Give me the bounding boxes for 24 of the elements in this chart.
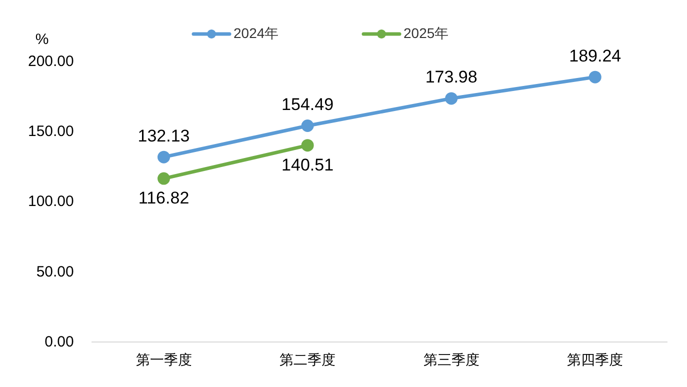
data-label: 140.51 xyxy=(282,156,334,175)
y-tick-label: 50.00 xyxy=(36,263,74,280)
point xyxy=(301,120,314,132)
data-label: 154.49 xyxy=(282,94,334,114)
point xyxy=(588,70,602,84)
x-tick-label: 第一季度 xyxy=(136,351,192,368)
data-label: 189.24 xyxy=(569,46,622,66)
point xyxy=(158,150,170,164)
y-axis-title: % xyxy=(35,31,49,48)
y-tick-label: 200.00 xyxy=(28,53,74,70)
point xyxy=(301,139,314,152)
x-tick-label: 第四季度 xyxy=(567,351,624,368)
y-tick-label: 100.00 xyxy=(28,193,74,210)
y-tick-label: 0.00 xyxy=(44,333,74,350)
y-tick-label: 150.00 xyxy=(28,123,74,140)
data-label: 173.98 xyxy=(425,68,478,87)
point xyxy=(158,172,170,185)
x-tick-label: 第二季度 xyxy=(280,351,336,368)
legend-label: 2025年 xyxy=(404,24,449,41)
x-tick-label: 第三季度 xyxy=(423,351,480,368)
data-label: 132.13 xyxy=(138,126,190,146)
data-label: 116.82 xyxy=(138,188,190,208)
legend-label: 2024年 xyxy=(234,24,279,41)
point xyxy=(445,92,458,105)
